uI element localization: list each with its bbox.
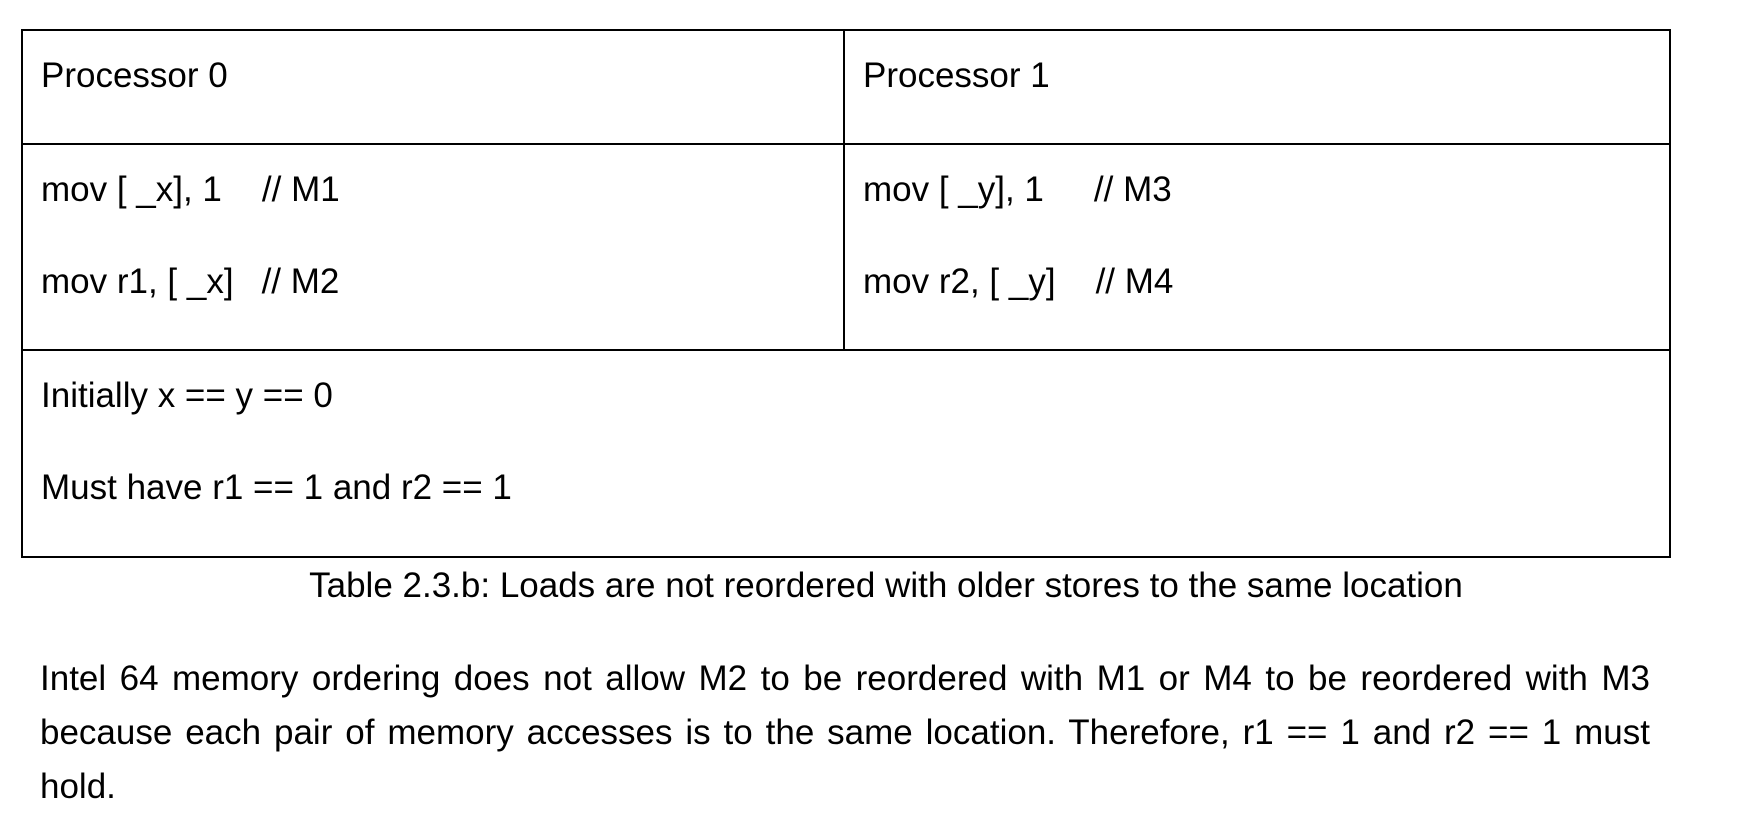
notes-row: Initially x == y == 0 Must have r1 == 1 … <box>21 349 1671 558</box>
processor-0-line-2: mov r1, [ _x] // M2 <box>41 262 843 302</box>
table-caption: Table 2.3.b: Loads are not reordered wit… <box>309 566 1463 605</box>
code-text: mov r2, [ _y] <box>863 262 1056 301</box>
notes-cell: Initially x == y == 0 Must have r1 == 1 … <box>21 349 1671 558</box>
code-row: mov [ _x], 1 // M1 mov r1, [ _x] // M2 mov… <box>21 143 1671 351</box>
memory-ordering-table: Processor 0 Processor 1 mov [ _x], 1 // M… <box>21 29 1671 558</box>
processor-1-code-cell: mov [ _y], 1 // M3 mov r2, [ _y] // M4 <box>843 143 1671 351</box>
header-cell-processor-1: Processor 1 <box>843 29 1671 145</box>
explanation-paragraph: Intel 64 memory ordering does not allow … <box>40 659 1650 806</box>
processor-1-line-1: mov [ _y], 1 // M3 <box>863 170 1669 210</box>
code-comment: // M3 <box>1093 170 1172 209</box>
code-comment: // M2 <box>261 262 340 301</box>
table-header-row: Processor 0 Processor 1 <box>21 29 1671 145</box>
code-text: mov r1, [ _x] <box>41 262 234 301</box>
code-text: mov [ _y], 1 <box>863 170 1044 209</box>
code-comment: // M4 <box>1095 262 1174 301</box>
code-comment: // M1 <box>261 170 340 209</box>
code-text: mov [ _x], 1 <box>41 170 222 209</box>
required-result: Must have r1 == 1 and r2 == 1 <box>41 468 512 507</box>
processor-1-line-2: mov r2, [ _y] // M4 <box>863 262 1669 302</box>
header-label-processor-0: Processor 0 <box>41 56 228 95</box>
processor-0-code-cell: mov [ _x], 1 // M1 mov r1, [ _x] // M2 <box>21 143 845 351</box>
header-label-processor-1: Processor 1 <box>863 56 1050 95</box>
initial-condition: Initially x == y == 0 <box>41 376 333 415</box>
header-cell-processor-0: Processor 0 <box>21 29 845 145</box>
processor-0-line-1: mov [ _x], 1 // M1 <box>41 170 843 210</box>
